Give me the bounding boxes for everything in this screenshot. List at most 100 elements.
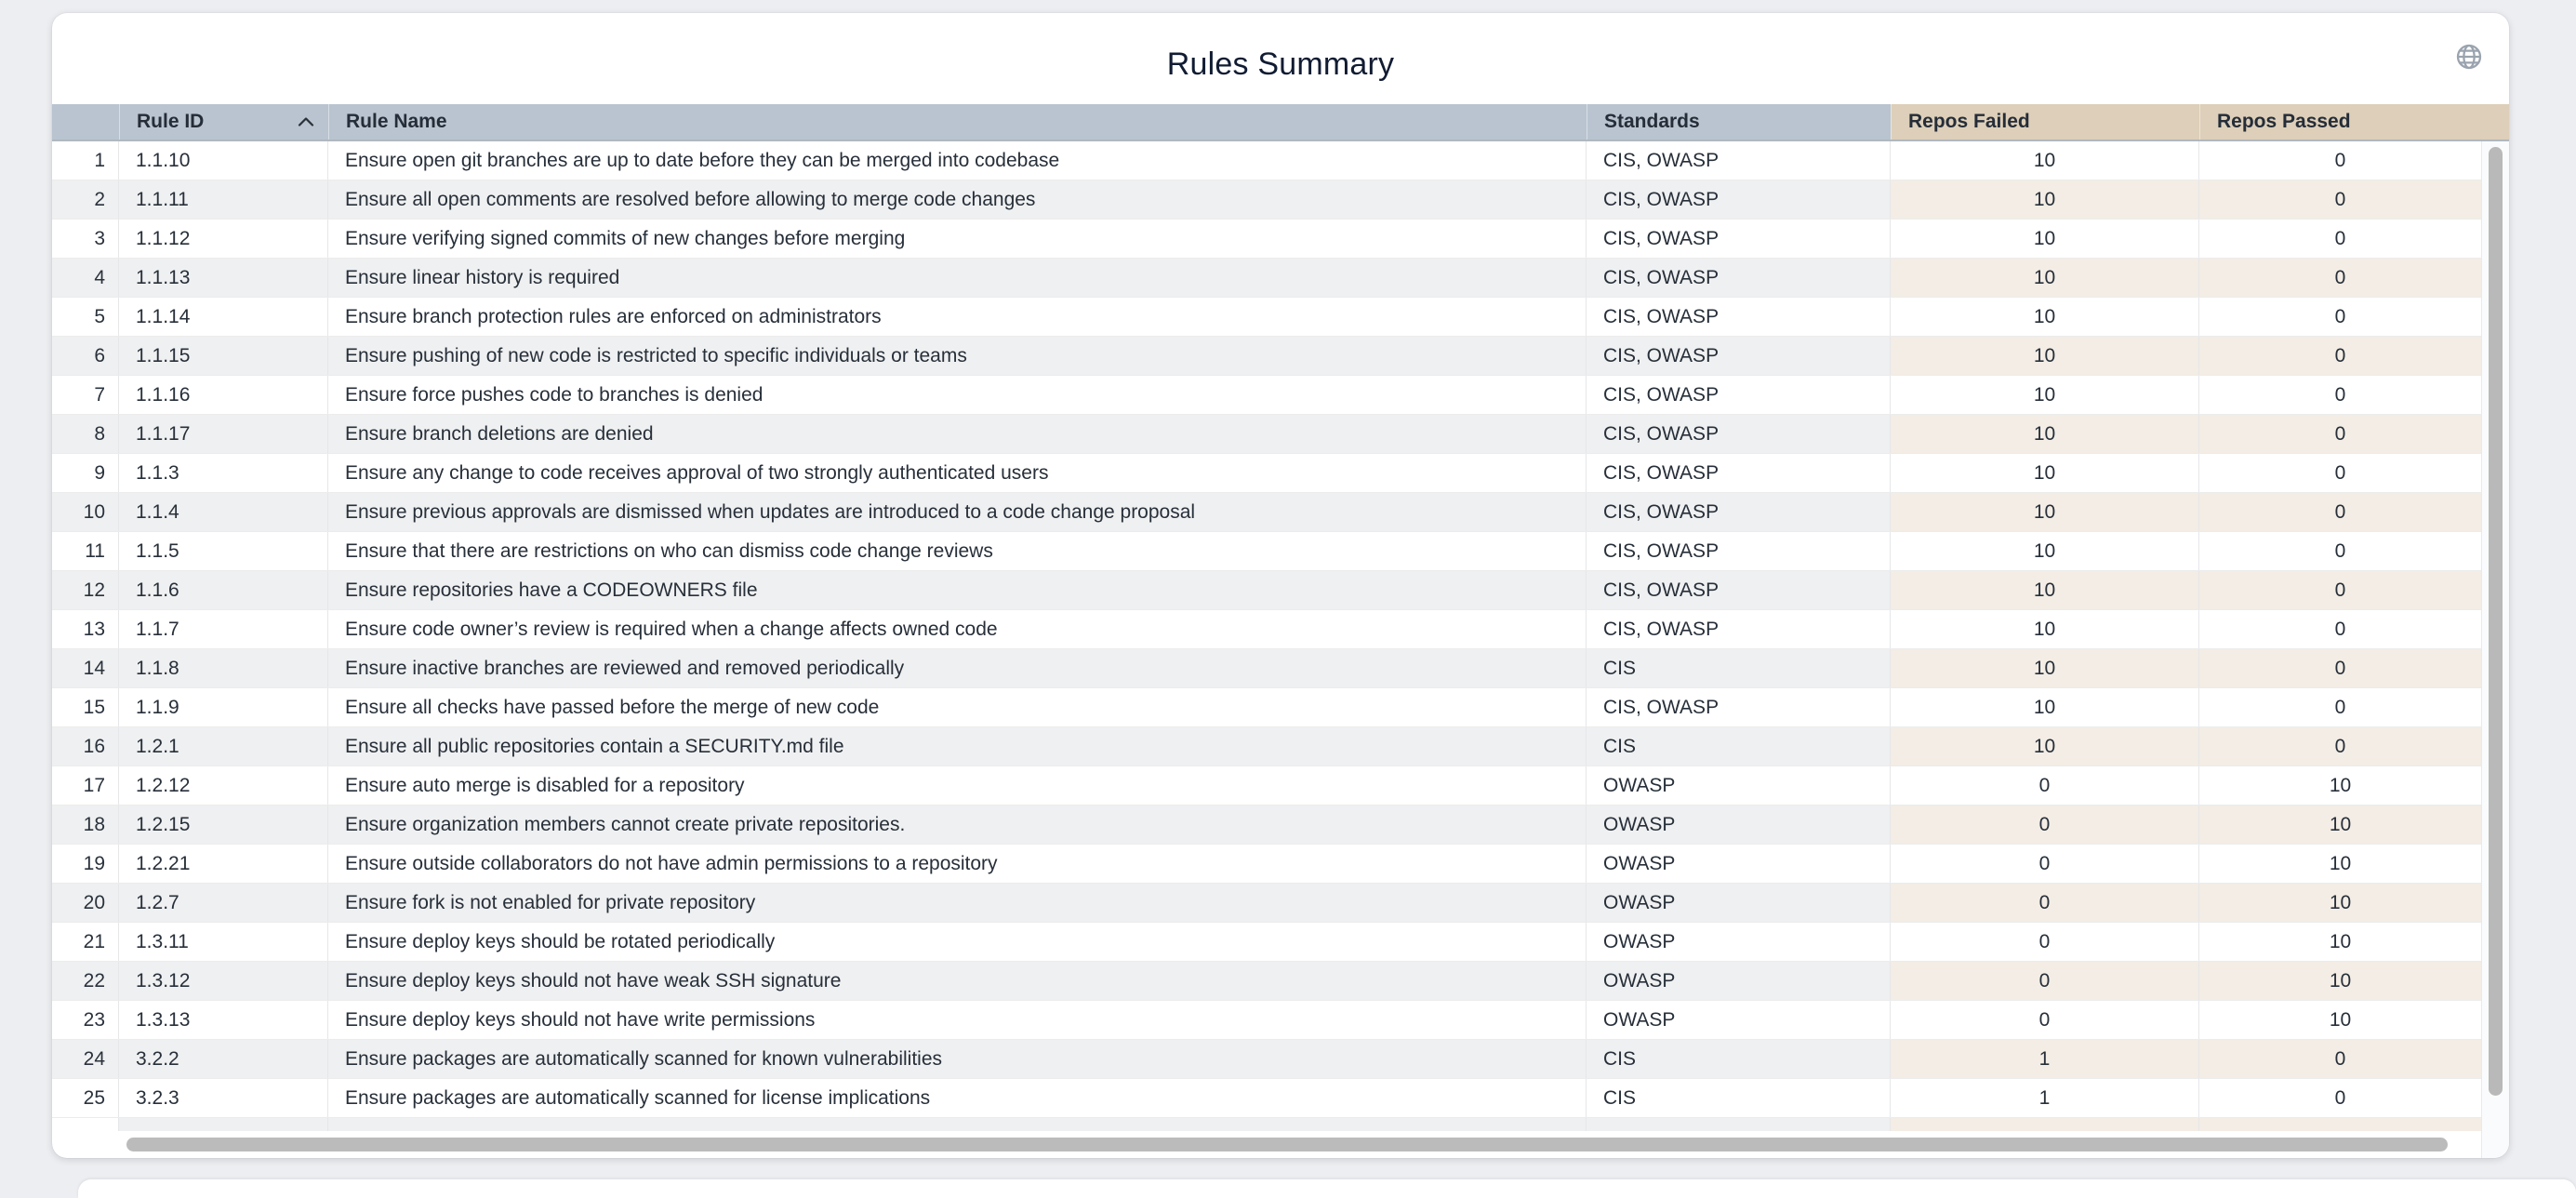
column-header-repos-passed[interactable]: Repos Passed: [2199, 104, 2481, 140]
rule-id-cell: 1.1.7: [119, 610, 328, 648]
vertical-scrollbar-track[interactable]: [2481, 141, 2509, 1158]
repos-failed-cell: 0: [1891, 962, 2199, 1000]
rule-name-cell: Ensure all open comments are resolved be…: [328, 180, 1587, 219]
row-number-cell: 24: [52, 1040, 119, 1078]
standards-cell: OWASP: [1587, 805, 1891, 844]
horizontal-scrollbar-thumb[interactable]: [126, 1138, 2448, 1151]
standards-cell: [1587, 1118, 1891, 1131]
globe-icon[interactable]: [2453, 41, 2485, 73]
standards-cell: CIS, OWASP: [1587, 688, 1891, 726]
standards-cell: CIS, OWASP: [1587, 415, 1891, 453]
rule-id-cell: 3.2.2: [119, 1040, 328, 1078]
rules-table-body: 1 1.1.10 Ensure open git branches are up…: [52, 141, 2509, 1131]
repos-failed-cell: 10: [1891, 298, 2199, 336]
rule-id-cell: 1.1.12: [119, 220, 328, 258]
rule-name-cell: Ensure branch protection rules are enfor…: [328, 298, 1587, 336]
rule-name-cell: Ensure inactive branches are reviewed an…: [328, 649, 1587, 687]
column-header-standards[interactable]: Standards: [1587, 104, 1891, 140]
row-number-cell: 20: [52, 884, 119, 922]
sort-ascending-icon: [297, 116, 315, 127]
standards-cell: OWASP: [1587, 1001, 1891, 1039]
rule-id-cell: 3.2.3: [119, 1079, 328, 1117]
repos-passed-cell: 10: [2199, 962, 2481, 1000]
table-row: 21 1.3.11 Ensure deploy keys should be r…: [52, 923, 2509, 962]
rule-id-cell: 1.3.11: [119, 923, 328, 961]
column-header-standards-label: Standards: [1604, 111, 1700, 132]
repos-passed-cell: [2199, 1118, 2481, 1131]
row-number-cell: 13: [52, 610, 119, 648]
rule-id-cell: 1.1.8: [119, 649, 328, 687]
repos-failed-cell: 10: [1891, 649, 2199, 687]
rule-name-cell: Ensure code owner’s review is required w…: [328, 610, 1587, 648]
rule-name-cell: Ensure that there are restrictions on wh…: [328, 532, 1587, 570]
table-row: 12 1.1.6 Ensure repositories have a CODE…: [52, 571, 2509, 610]
table-row: 23 1.3.13 Ensure deploy keys should not …: [52, 1001, 2509, 1040]
repos-failed-cell: 0: [1891, 1001, 2199, 1039]
standards-cell: CIS, OWASP: [1587, 259, 1891, 297]
standards-cell: CIS: [1587, 1040, 1891, 1078]
repos-passed-cell: 0: [2199, 532, 2481, 570]
column-header-rule-id[interactable]: Rule ID: [119, 104, 328, 140]
table-row: 19 1.2.21 Ensure outside collaborators d…: [52, 845, 2509, 884]
repos-failed-cell: 10: [1891, 532, 2199, 570]
repos-passed-cell: 0: [2199, 259, 2481, 297]
table-header-row: Rule ID Rule Name Standards Repos Failed…: [52, 104, 2509, 141]
column-header-rule-id-label: Rule ID: [137, 111, 205, 132]
rule-id-cell: [119, 1118, 328, 1131]
globe-icon-glyph: [2456, 44, 2482, 70]
table-row-partial: [52, 1118, 2509, 1131]
column-header-row-number[interactable]: [52, 104, 119, 140]
standards-cell: CIS: [1587, 1079, 1891, 1117]
rule-id-cell: 1.1.14: [119, 298, 328, 336]
repos-passed-cell: 10: [2199, 884, 2481, 922]
standards-cell: CIS, OWASP: [1587, 376, 1891, 414]
repos-passed-cell: 0: [2199, 415, 2481, 453]
row-number-cell: 9: [52, 454, 119, 492]
repos-passed-cell: 0: [2199, 298, 2481, 336]
rule-name-cell: Ensure packages are automatically scanne…: [328, 1079, 1587, 1117]
standards-cell: OWASP: [1587, 962, 1891, 1000]
repos-failed-cell: 10: [1891, 493, 2199, 531]
row-number-cell: 25: [52, 1079, 119, 1117]
rule-name-cell: Ensure open git branches are up to date …: [328, 141, 1587, 180]
repos-passed-cell: 0: [2199, 376, 2481, 414]
table-row: 6 1.1.15 Ensure pushing of new code is r…: [52, 337, 2509, 376]
table-row: 10 1.1.4 Ensure previous approvals are d…: [52, 493, 2509, 532]
repos-failed-cell: 10: [1891, 610, 2199, 648]
rule-id-cell: 1.1.6: [119, 571, 328, 609]
rule-name-cell: Ensure pushing of new code is restricted…: [328, 337, 1587, 375]
rule-id-cell: 1.1.10: [119, 141, 328, 180]
standards-cell: CIS: [1587, 727, 1891, 765]
repos-passed-cell: 0: [2199, 727, 2481, 765]
repos-passed-cell: 0: [2199, 649, 2481, 687]
row-number-cell: 14: [52, 649, 119, 687]
table-row: 16 1.2.1 Ensure all public repositories …: [52, 727, 2509, 766]
rule-id-cell: 1.1.13: [119, 259, 328, 297]
repos-passed-cell: 0: [2199, 180, 2481, 219]
vertical-scrollbar-thumb[interactable]: [2489, 147, 2503, 1096]
rule-id-cell: 1.1.3: [119, 454, 328, 492]
rule-name-cell: Ensure auto merge is disabled for a repo…: [328, 766, 1587, 805]
standards-cell: CIS, OWASP: [1587, 493, 1891, 531]
table-row: 18 1.2.15 Ensure organization members ca…: [52, 805, 2509, 845]
row-number-cell: 11: [52, 532, 119, 570]
column-header-repos-failed[interactable]: Repos Failed: [1891, 104, 2199, 140]
rule-id-cell: 1.1.9: [119, 688, 328, 726]
row-number-cell: 16: [52, 727, 119, 765]
repos-passed-cell: 10: [2199, 845, 2481, 883]
standards-cell: CIS, OWASP: [1587, 141, 1891, 180]
table-row: 3 1.1.12 Ensure verifying signed commits…: [52, 220, 2509, 259]
rule-id-cell: 1.2.12: [119, 766, 328, 805]
standards-cell: CIS, OWASP: [1587, 337, 1891, 375]
rule-name-cell: [328, 1118, 1587, 1131]
rule-id-cell: 1.1.5: [119, 532, 328, 570]
repos-passed-cell: 10: [2199, 1001, 2481, 1039]
standards-cell: OWASP: [1587, 884, 1891, 922]
rule-name-cell: Ensure branch deletions are denied: [328, 415, 1587, 453]
column-header-rule-name[interactable]: Rule Name: [328, 104, 1587, 140]
row-number-cell: 7: [52, 376, 119, 414]
repos-passed-cell: 0: [2199, 454, 2481, 492]
rule-id-cell: 1.2.1: [119, 727, 328, 765]
rule-id-cell: 1.2.15: [119, 805, 328, 844]
row-number-cell: 10: [52, 493, 119, 531]
